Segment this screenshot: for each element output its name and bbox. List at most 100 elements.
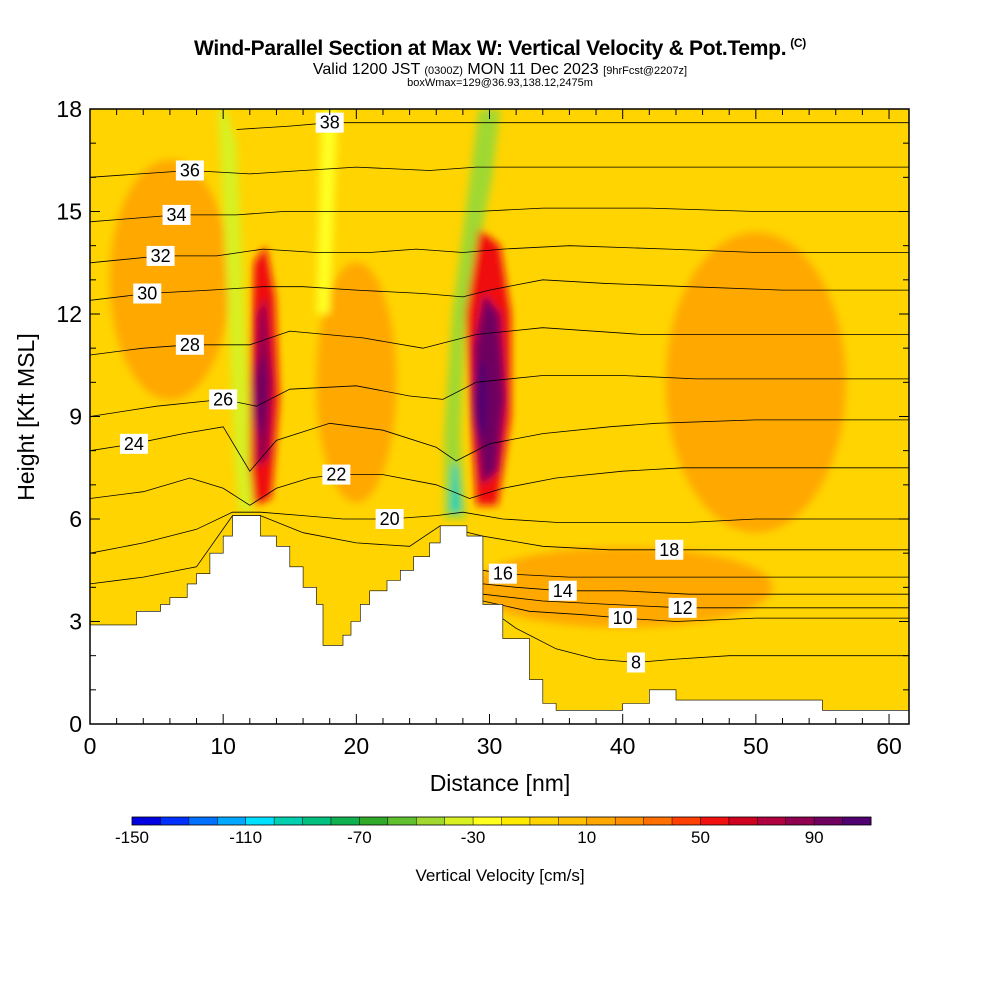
contour-label-box xyxy=(175,334,204,355)
contour-label-box xyxy=(146,245,175,266)
updraft-core xyxy=(473,359,488,440)
contour-label: 34 xyxy=(167,205,187,225)
forecast-info-label: [9hrFcst@2207z] xyxy=(603,65,688,77)
colorbar-swatch xyxy=(245,817,275,825)
colorbar-label: Vertical Velocity [cm/s] xyxy=(415,866,584,885)
x-axis-label: Distance [nm] xyxy=(430,770,571,796)
downdraft-band xyxy=(449,464,462,513)
colorbar-swatch xyxy=(672,817,701,825)
colorbar-swatch xyxy=(785,817,815,825)
contour-label-box xyxy=(119,433,148,454)
colorbar-swatch xyxy=(757,817,787,825)
plot-area: 8 10 12 14 16 18 20 22 24 26 28 30 32 34 36 38 xyxy=(90,109,909,724)
contour-label: 20 xyxy=(380,509,400,529)
contour-label: 24 xyxy=(124,434,144,454)
weak-updraft-region xyxy=(109,159,230,400)
colorbar-swatch xyxy=(160,817,190,825)
contour-label-box xyxy=(608,608,637,629)
contour-line xyxy=(90,419,909,472)
x-tick-label: 20 xyxy=(344,733,370,759)
weak-updraft-region xyxy=(665,232,846,533)
contour-label: 36 xyxy=(180,161,200,181)
y-tick-label: 15 xyxy=(56,199,82,225)
contour-label-box xyxy=(655,539,684,560)
contour-label-box xyxy=(209,389,238,410)
x-tick-label: 50 xyxy=(743,733,769,759)
colorbar-swatch xyxy=(700,817,730,825)
contour-line xyxy=(90,467,909,506)
updraft-core xyxy=(253,356,268,436)
colorbar-swatch xyxy=(728,817,758,825)
colorbar-swatch xyxy=(416,817,446,825)
velocity-bands xyxy=(109,109,846,628)
colorbar: -150 -110 -70 -30 10 50 90 xyxy=(115,816,872,847)
contour-label: 38 xyxy=(320,113,340,133)
x-tick-label: 0 xyxy=(84,733,97,759)
x-tick-label: 60 xyxy=(876,733,902,759)
colorbar-swatch xyxy=(132,817,161,825)
colorbar-swatch xyxy=(529,817,559,825)
colorbar-swatch xyxy=(842,817,872,825)
colorbar-swatch xyxy=(586,817,616,825)
colorbar-swatch xyxy=(330,817,360,825)
x-axis: 0 10 20 30 40 50 60 xyxy=(84,109,902,759)
contour-label: 30 xyxy=(137,284,157,304)
contour-label-box xyxy=(668,597,697,618)
colorbar-tick-label: -110 xyxy=(229,828,262,847)
contour-labels: 8 10 12 14 16 18 20 22 24 26 28 30 32 34 36 38 xyxy=(119,112,697,673)
contour-label: 10 xyxy=(613,608,633,628)
weak-updraft-region xyxy=(472,547,773,628)
contour-label: 28 xyxy=(180,335,200,355)
downdraft-band xyxy=(444,109,501,519)
weak-updraft-region xyxy=(316,262,397,503)
contour-line xyxy=(90,207,909,223)
contour-line xyxy=(90,279,909,301)
colorbar-tick-label: -70 xyxy=(347,828,372,847)
colorbar-swatch xyxy=(444,817,474,825)
x-tick-label: 40 xyxy=(610,733,636,759)
y-tick-label: 12 xyxy=(56,301,82,327)
chart-title: Wind-Parallel Section at Max W: Vertical… xyxy=(0,36,1000,61)
y-axis: 0 36 9 12 15 18 xyxy=(56,96,909,737)
contour-label-box xyxy=(133,283,162,304)
colorbar-swatch xyxy=(501,817,531,825)
theta-contours xyxy=(90,122,909,663)
colorbar-swatch xyxy=(558,817,588,825)
colorbar-swatch xyxy=(643,817,673,825)
y-tick-label: 0 xyxy=(69,711,82,737)
copyright-mark: (C) xyxy=(790,36,806,50)
contour-label: 14 xyxy=(553,581,573,601)
colorbar-tick-label: 50 xyxy=(691,828,710,847)
contour-label: 32 xyxy=(151,246,171,266)
contour-line xyxy=(90,245,909,264)
contour-label: 8 xyxy=(631,653,641,673)
colorbar-swatch xyxy=(188,817,218,825)
y-tick-label: 3 xyxy=(69,609,82,635)
contour-label-box xyxy=(548,580,577,601)
colorbar-swatch xyxy=(302,817,332,825)
contour-line xyxy=(90,511,909,554)
contour-label-box xyxy=(175,160,204,181)
contour-label-box xyxy=(488,563,517,584)
contour-line xyxy=(236,122,909,130)
x-tick-label: 30 xyxy=(477,733,503,759)
y-tick-label: 9 xyxy=(69,404,82,430)
y-tick-label: 18 xyxy=(56,96,82,122)
colorbar-swatch xyxy=(359,817,389,825)
valid-date-label: MON 11 Dec 2023 xyxy=(467,61,599,78)
contour-label-box xyxy=(375,509,404,529)
contour-label: 12 xyxy=(673,598,693,618)
terrain-profile xyxy=(90,515,909,724)
contour-label: 26 xyxy=(213,389,233,409)
colorbar-swatch xyxy=(217,817,247,825)
colorbar-swatch xyxy=(473,817,502,825)
contour-label: 22 xyxy=(326,465,346,485)
colorbar-tick-label: 90 xyxy=(805,828,824,847)
contour-line xyxy=(90,166,909,178)
colorbar-swatch xyxy=(387,817,417,825)
colorbar-tick-label: -150 xyxy=(115,828,149,847)
colorbar-swatch xyxy=(274,817,304,825)
colorbar-swatch xyxy=(814,817,844,825)
y-axis-label: Height [Kft MSL] xyxy=(13,333,39,500)
